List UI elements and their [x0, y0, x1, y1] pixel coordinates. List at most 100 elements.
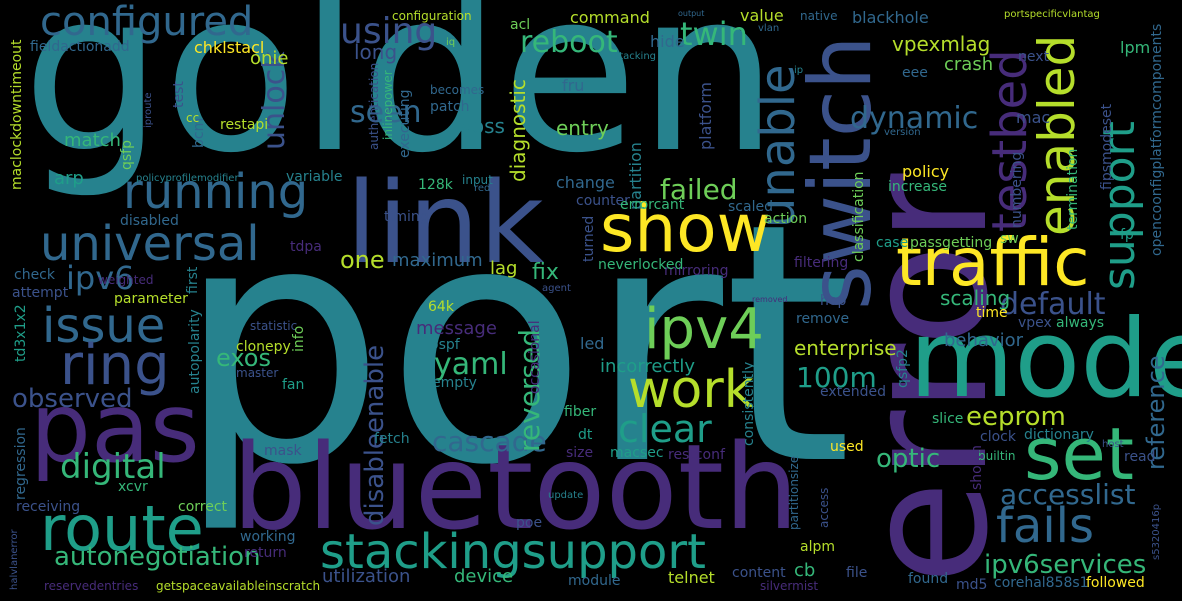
word-led: led	[580, 334, 605, 353]
word-vpex: vpex	[1018, 315, 1052, 331]
word-twin: twin	[680, 15, 748, 53]
word-policy: policy	[902, 162, 950, 181]
word-dictionary: dictionary	[1024, 427, 1094, 443]
word-exos: exos	[216, 344, 271, 372]
word-empty: empty	[432, 375, 477, 391]
word-mac: mac	[1016, 108, 1051, 127]
word-fan: fan	[282, 377, 305, 393]
word-macsec: macsec	[610, 445, 664, 461]
word-receiving: receiving	[16, 499, 81, 515]
word-message: message	[416, 318, 497, 339]
word-vpexmlag: vpexmlag	[892, 32, 991, 56]
word-action: action	[764, 211, 808, 227]
word-passgetting: passgetting	[910, 235, 993, 251]
word-issue: issue	[42, 298, 166, 354]
word-configuration: configuration	[392, 9, 472, 23]
word-entry: entry	[556, 116, 609, 140]
word-shown: shown	[969, 444, 985, 490]
word-increase: increase	[888, 179, 948, 195]
word-s5320416p: s5320416p	[1151, 503, 1162, 560]
word-failed: failed	[660, 173, 738, 206]
word-file: file	[846, 565, 868, 581]
word-becomes: becomes	[430, 83, 485, 97]
word-incorrectly: incorrectly	[600, 356, 696, 377]
word-cc: cc	[186, 111, 200, 125]
word-change: change	[556, 173, 615, 192]
word-td3x1x2: td3x1x2	[13, 304, 29, 362]
word-remove: remove	[796, 311, 850, 327]
word-version: version	[884, 127, 921, 138]
word-diagnostic: diagnostic	[506, 79, 530, 182]
word-route: route	[40, 492, 204, 565]
word-extended: extended	[820, 384, 887, 400]
word-poe: poe	[516, 515, 543, 531]
word-set: set	[1024, 412, 1135, 496]
word-ip: ip	[794, 65, 804, 76]
word-reboot: reboot	[520, 25, 618, 60]
word-portspecificvlantag: portspecificvlantag	[1004, 9, 1100, 20]
word-maclockdowntimeout: maclockdowntimeout	[9, 39, 25, 190]
word-alpm: alpm	[800, 539, 835, 555]
word-one: one	[340, 246, 385, 274]
word-64k: 64k	[428, 299, 454, 315]
word-lpm: lpm	[1120, 38, 1151, 57]
word-numbering: numbering	[1009, 151, 1025, 228]
word-eee: eee	[902, 65, 928, 81]
word-fieldactionadd: fieldactionadd	[30, 39, 130, 55]
word-content: content	[732, 565, 786, 581]
word-autopolarity: autopolarity	[187, 309, 203, 394]
word-mirroring: mirroring	[664, 263, 729, 279]
word-access: access	[817, 487, 831, 528]
word-ospf: ospf	[430, 337, 460, 353]
word-lag: lag	[490, 258, 518, 279]
word-agent: agent	[542, 283, 571, 294]
word-input: input	[462, 173, 493, 187]
word-reservedentries: reservedentries	[44, 579, 139, 593]
word-host: host	[1102, 439, 1124, 450]
word-mask: mask	[264, 443, 302, 459]
word-iq: iq	[446, 37, 456, 48]
word-native: native	[800, 9, 838, 23]
word-using: using	[340, 11, 438, 52]
word-size: size	[566, 445, 594, 461]
word-ipv6services: ipv6services	[984, 550, 1147, 580]
word-builtin: builtin	[978, 449, 1016, 463]
word-time: time	[976, 305, 1008, 321]
word-getspaceavailableinscratch: getspaceavailableinscratch	[156, 579, 321, 593]
word-scaling: scaling	[940, 286, 1011, 310]
word-value: value	[740, 6, 784, 25]
word-cascade: cascade	[432, 425, 547, 458]
word-eeprom: eeprom	[966, 402, 1066, 432]
word-parameter: parameter	[114, 291, 188, 307]
word-xcvr: xcvr	[118, 479, 148, 495]
word-work: work	[628, 360, 754, 420]
word-master: master	[236, 366, 279, 380]
word-info: info	[291, 325, 307, 352]
word-telnet: telnet	[668, 568, 715, 587]
word-fetch: fetch	[374, 431, 410, 447]
word-observed: observed	[12, 384, 133, 414]
word-disabled: disabled	[120, 213, 179, 229]
word-variable: variable	[286, 169, 343, 185]
word-halvlanerror: halvlanerror	[9, 529, 20, 590]
word-turned: turned	[581, 215, 597, 262]
word-module: module	[568, 573, 621, 589]
word-show: show	[600, 190, 771, 267]
word-found: found	[908, 571, 949, 587]
word-platform: platform	[696, 82, 715, 150]
word-return: return	[244, 545, 287, 561]
word-enterprise: enterprise	[794, 336, 897, 360]
word-case: case	[876, 235, 909, 251]
word-working: working	[240, 529, 296, 545]
word-occasional: occasional	[527, 320, 543, 394]
word-executing: executing	[397, 89, 413, 158]
word-restapi: restapi	[220, 117, 269, 133]
word-followed: followed	[1086, 575, 1145, 591]
word-hop: hop	[820, 293, 847, 309]
word-link: link	[346, 159, 545, 289]
word-neverlocked: neverlocked	[598, 257, 684, 273]
word-fix: fix	[532, 260, 559, 285]
word-100m: 100m	[796, 361, 877, 394]
word-blackhole: blackhole	[852, 8, 929, 27]
word-ring: ring	[60, 333, 170, 398]
